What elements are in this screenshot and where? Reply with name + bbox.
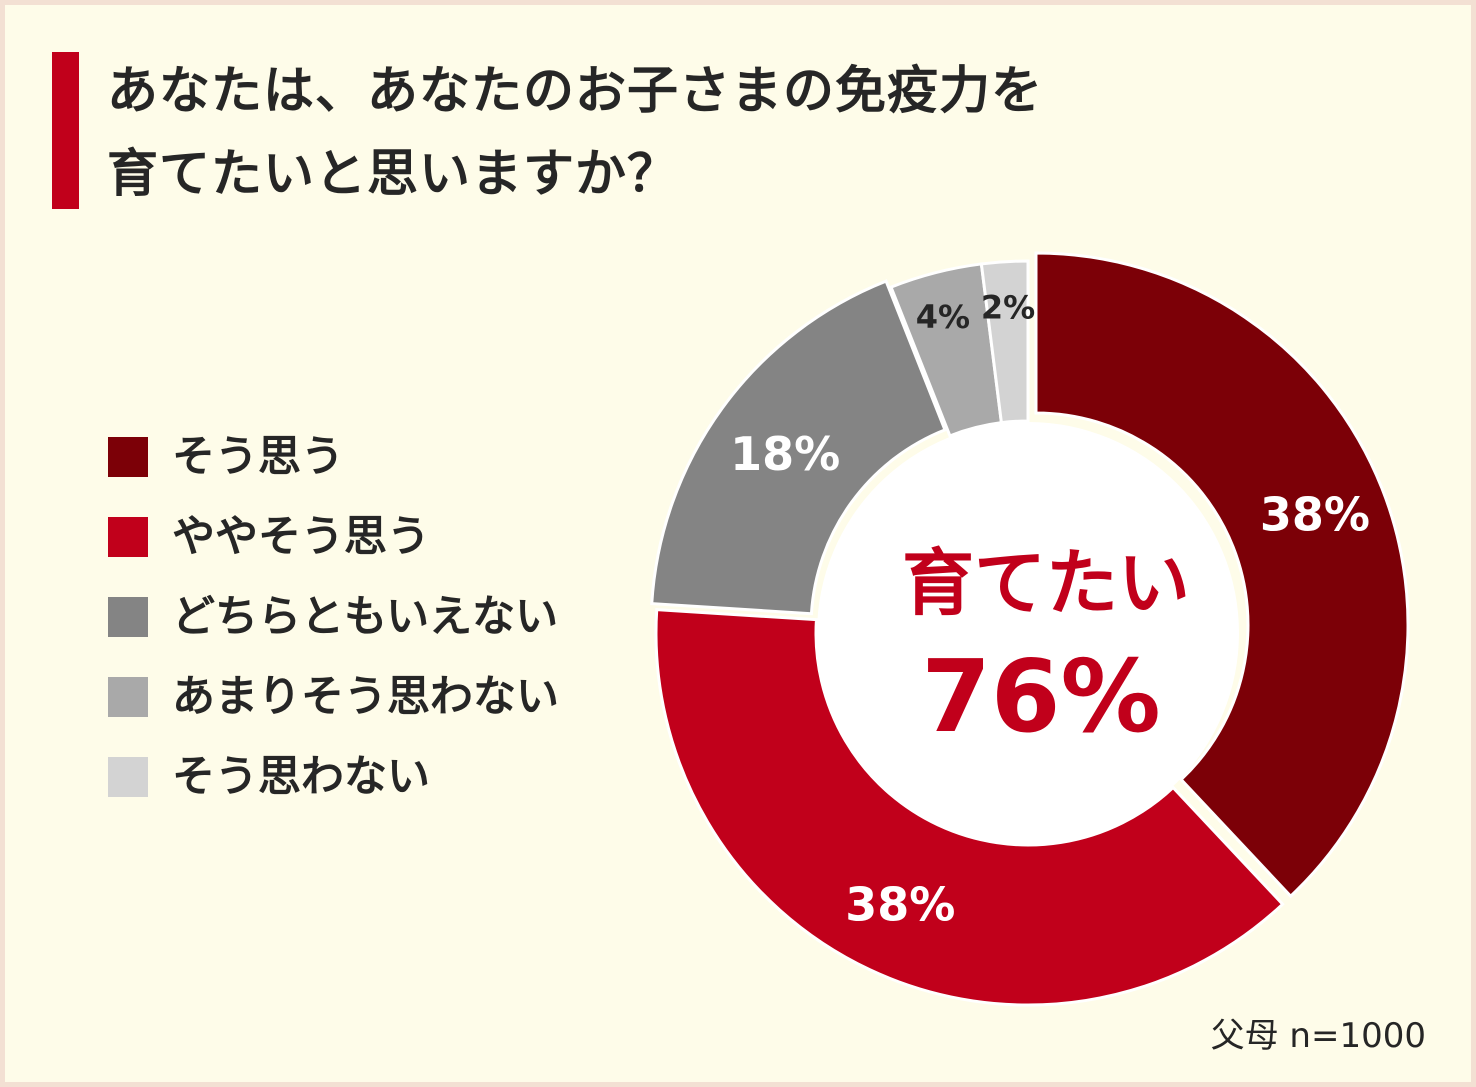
legend-label: あまりそう思わない <box>172 672 559 722</box>
donut-hole <box>817 422 1239 844</box>
slice-value-label: 2% <box>981 289 1035 327</box>
slice-value-label: 38% <box>1260 488 1370 542</box>
legend-swatch <box>108 757 148 797</box>
legend-swatch <box>108 437 148 477</box>
legend-label: そう思う <box>172 432 344 482</box>
legend-swatch <box>108 597 148 637</box>
sample-size-note: 父母 n=1000 <box>1210 1016 1426 1056</box>
donut-slice-group: 38% <box>654 608 1285 1007</box>
title-accent-bar <box>52 52 79 209</box>
legend-label: ややそう思う <box>172 512 430 562</box>
center-value: 76% <box>921 638 1160 755</box>
slice-value-label: 18% <box>730 427 840 481</box>
legend-label: どちらともいえない <box>172 592 559 642</box>
chart-title-line-2: 育てたいと思いますか？ <box>107 145 680 204</box>
donut-slice <box>650 279 947 616</box>
donut-slice-group: 18% <box>650 279 947 616</box>
legend-label: そう思わない <box>172 752 430 802</box>
donut-slice <box>979 259 1030 425</box>
donut-slice <box>1034 251 1410 899</box>
chart-title-line-1: あなたは、あなたのお子さまの免疫力を <box>107 62 1044 121</box>
legend-swatch <box>108 517 148 557</box>
chart-title: あなたは、あなたのお子さまの免疫力を 育てたいと思いますか？ <box>107 50 1307 216</box>
slice-value-label: 4% <box>916 298 970 336</box>
donut-slice-group: 2% <box>979 259 1035 425</box>
donut-slice <box>654 608 1285 1007</box>
donut-slice-group: 38% <box>1034 251 1410 899</box>
center-label: 育てたい <box>902 541 1190 625</box>
slice-value-label: 38% <box>845 877 955 931</box>
legend-swatch <box>108 677 148 717</box>
donut-slice-group: 4% <box>889 262 1004 438</box>
